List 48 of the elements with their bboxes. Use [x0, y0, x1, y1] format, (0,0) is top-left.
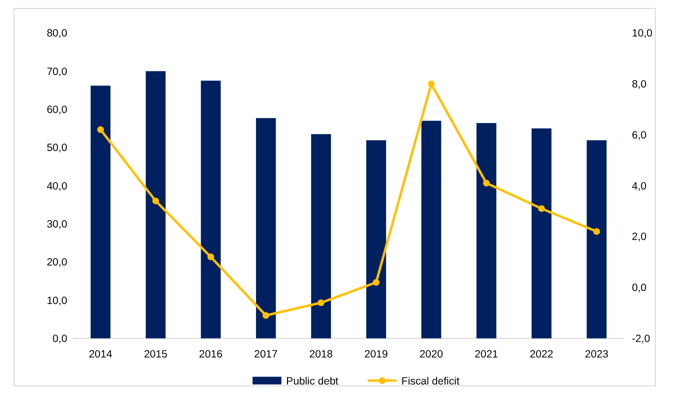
point: [262, 312, 270, 319]
bar: [366, 140, 386, 338]
point: [318, 299, 324, 306]
x-tick-label: 2014: [88, 348, 112, 361]
point: [483, 180, 490, 186]
y2-tick-label: 2,0: [632, 231, 647, 244]
bar: [532, 128, 552, 338]
x-tick-label: 2023: [584, 348, 609, 361]
x-tick-label: 2022: [530, 348, 554, 361]
point: [593, 228, 600, 235]
y2-tick-label: 10,0: [632, 28, 653, 40]
y2-tick-label: 4,0: [632, 180, 647, 192]
bar: [476, 123, 496, 338]
x-tick-label: 2019: [364, 348, 388, 361]
y-tick-label: 20,0: [46, 256, 68, 269]
x-tick-label: 2021: [474, 348, 498, 361]
bar: [256, 118, 276, 338]
point: [97, 126, 104, 134]
point: [372, 278, 380, 286]
y2-tick-label: -2,0: [632, 333, 650, 346]
bar: [90, 86, 110, 338]
x-tick-label: 2018: [309, 348, 333, 361]
x-tick-label: 2017: [254, 348, 278, 361]
y-tick-label: 40,0: [46, 180, 68, 192]
point: [207, 254, 214, 260]
y2-tick-label: 8,0: [632, 78, 647, 91]
bar: [311, 134, 331, 338]
y-tick-label: 10,0: [46, 294, 68, 307]
x-tick-label: 2015: [144, 348, 168, 361]
bar: [200, 80, 221, 338]
y-tick-label: 70,0: [46, 66, 68, 78]
y2-tick-label: 0,0: [632, 282, 647, 294]
bar: [146, 71, 166, 338]
x-tick-label: 2020: [420, 348, 444, 361]
x-tick-label: 2016: [199, 348, 223, 361]
y-tick-label: 30,0: [46, 218, 68, 231]
y2-tick-label: 6,0: [632, 129, 647, 142]
bar: [586, 140, 607, 338]
y-tick-label: 80,0: [46, 28, 68, 40]
y-tick-label: 50,0: [46, 142, 68, 154]
bar: [421, 120, 442, 338]
legend-label: Public debt: [286, 376, 338, 388]
point: [538, 205, 545, 212]
y-tick-label: 60,0: [46, 104, 68, 116]
point: [152, 198, 160, 204]
point: [428, 80, 435, 88]
legend-label: Fiscal deficit: [401, 376, 460, 388]
y-tick-label: 0,0: [52, 333, 68, 346]
